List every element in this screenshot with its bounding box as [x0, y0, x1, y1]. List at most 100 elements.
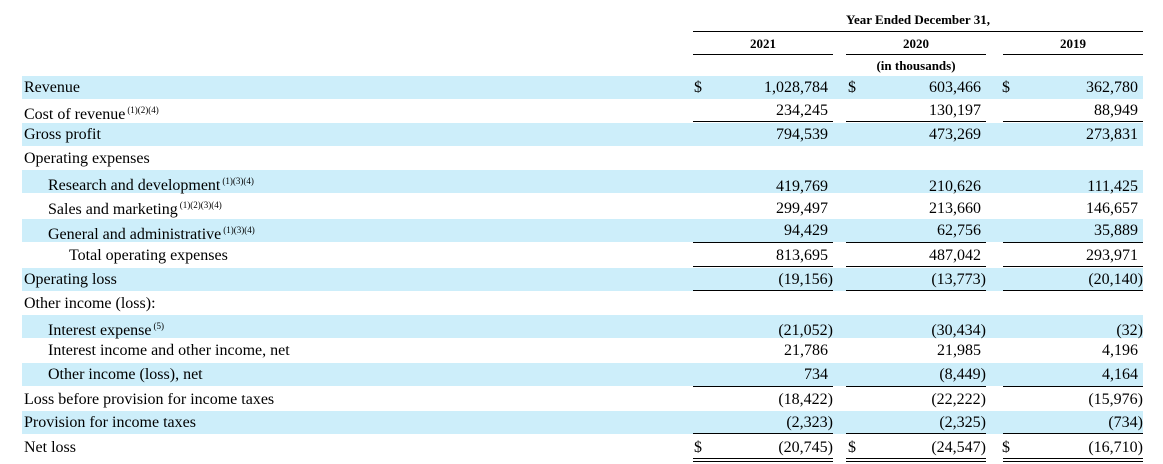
table-row: General and administrative (1)(3)(4) 94,42…: [22, 219, 1143, 243]
table-row: Loss before provision for income taxes (1…: [22, 388, 1143, 411]
row-label-text: Total operating expenses: [69, 247, 228, 264]
footnote-ref: (1)(3)(4): [223, 225, 255, 235]
value-cell: (8,449): [939, 366, 986, 383]
value-cell: (13,773): [931, 271, 986, 288]
value-cell: 362,780: [1086, 79, 1138, 96]
table-row: Sales and marketing (1)(2)(3)(4) 299,497 21…: [22, 194, 1143, 218]
value-cell: 603,466: [929, 79, 981, 96]
value-cell: 146,657: [1086, 200, 1138, 217]
subtotal-rule: [846, 290, 986, 291]
value-cell: 734: [804, 366, 828, 383]
value-cell: 273,831: [1086, 126, 1138, 143]
total-rule-1: [1003, 458, 1143, 459]
value-cell: (15,976): [1088, 391, 1143, 408]
value-cell: (30,434): [931, 322, 986, 339]
total-rule-2: [1003, 461, 1143, 462]
value-cell: (18,422): [778, 391, 833, 408]
row-label-text: Revenue: [24, 79, 80, 96]
subtotal-rule: [1003, 121, 1143, 122]
currency-symbol: $: [848, 79, 856, 96]
table-row: Revenue $1,028,784 $603,466 $362,780: [22, 76, 1143, 99]
currency-symbol: $: [694, 79, 702, 96]
row-label: Research and development (1)(3)(4): [48, 170, 254, 194]
value-cell: (32): [1116, 322, 1143, 339]
year-rule-2019: [1003, 54, 1143, 55]
value-cell: 21,985: [937, 342, 981, 359]
total-rule-2: [693, 461, 833, 462]
value-cell: 210,626: [929, 178, 981, 195]
row-label: Interest income and other income, net: [48, 339, 290, 362]
year-header-2019: 2019: [1060, 36, 1086, 51]
row-label-text: Net loss: [24, 439, 76, 456]
row-label-text: Other income (loss), net: [48, 366, 203, 383]
footnote-ref: (5): [153, 321, 165, 331]
value-cell: 4,196: [1102, 342, 1138, 359]
row-label: Other income (loss):: [24, 292, 156, 315]
table-row: Interest expense (5) (21,052) (30,434) (32): [22, 315, 1143, 339]
value-cell: 299,497: [776, 200, 828, 217]
value-cell: 1,028,784: [764, 79, 828, 96]
table-row: Total operating expenses 813,695 487,042 29…: [22, 244, 1143, 267]
footnote-ref: (1)(2)(3)(4): [179, 200, 222, 210]
subtotal-rule: [1003, 266, 1143, 267]
value-cell: 111,425: [1087, 178, 1138, 195]
header-rule-top: [693, 31, 1143, 32]
row-label: Revenue: [24, 76, 80, 99]
currency-symbol: $: [848, 439, 856, 456]
year-rule-2021: [693, 54, 833, 55]
row-label: Interest expense (5): [48, 315, 165, 339]
value-cell: 35,889: [1094, 222, 1138, 239]
value-cell: (2,325): [939, 414, 986, 431]
subtotal-rule: [846, 433, 986, 434]
value-cell: (22,222): [931, 391, 986, 408]
value-cell: 487,042: [929, 247, 981, 264]
table-row: Operating loss (19,156) (13,773) (20,140): [22, 268, 1143, 291]
table-row: Operating expenses: [22, 147, 1143, 170]
units-header: (in thousands): [876, 58, 956, 73]
row-label-text: Loss before provision for income taxes: [24, 391, 275, 408]
subtotal-rule: [693, 242, 833, 243]
value-cell: 213,660: [929, 200, 981, 217]
subtotal-rule: [1003, 242, 1143, 243]
value-cell: (16,710): [1088, 439, 1143, 456]
subtotal-rule: [846, 266, 986, 267]
total-rule-1: [846, 458, 986, 459]
table-row: Gross profit 794,539 473,269 273,831: [22, 123, 1143, 146]
row-label-text: Provision for income taxes: [24, 414, 196, 431]
subtotal-rule: [693, 386, 833, 387]
currency-symbol: $: [1002, 439, 1010, 456]
year-header-2021: 2021: [750, 36, 776, 51]
table-row: Cost of revenue (1)(2)(4) 234,245 130,197 88…: [22, 99, 1143, 123]
value-cell: 21,786: [784, 342, 828, 359]
table-row: Net loss $ (20,745) $ (24,547) $ (16,710): [22, 436, 1143, 459]
subtotal-rule: [846, 242, 986, 243]
value-cell: 234,245: [776, 102, 828, 119]
row-label-text: Cost of revenue: [24, 106, 126, 123]
value-cell: (734): [1108, 414, 1143, 431]
value-cell: 62,756: [937, 222, 981, 239]
row-label-text: Other income (loss):: [24, 295, 156, 312]
value-cell: 473,269: [929, 126, 981, 143]
table-row: Research and development (1)(3)(4) 419,769…: [22, 170, 1143, 195]
row-label: Net loss: [24, 436, 76, 459]
row-label-text: Research and development: [48, 177, 221, 194]
year-header-2020: 2020: [903, 36, 929, 51]
currency-symbol: $: [1002, 79, 1010, 96]
row-label: Provision for income taxes: [24, 411, 196, 434]
value-cell: (20,140): [1088, 271, 1143, 288]
table-row: Provision for income taxes (2,323) (2,325)…: [22, 411, 1143, 434]
row-label-text: Interest income and other income, net: [48, 342, 290, 359]
value-cell: 813,695: [776, 247, 828, 264]
row-label: Loss before provision for income taxes: [24, 388, 274, 411]
value-cell: 419,769: [776, 178, 828, 195]
footnote-ref: (1)(2)(4): [127, 105, 159, 115]
value-cell: 4,164: [1102, 366, 1138, 383]
row-label-text: General and administrative: [48, 226, 222, 243]
subtotal-rule: [693, 433, 833, 434]
row-label: Total operating expenses: [69, 244, 228, 267]
value-cell: (2,323): [786, 414, 833, 431]
table-row: Other income (loss), net 734 (8,449) 4,164: [22, 363, 1143, 386]
year-rule-2020: [846, 54, 986, 55]
row-label: Gross profit: [24, 123, 101, 146]
subtotal-rule: [846, 386, 986, 387]
